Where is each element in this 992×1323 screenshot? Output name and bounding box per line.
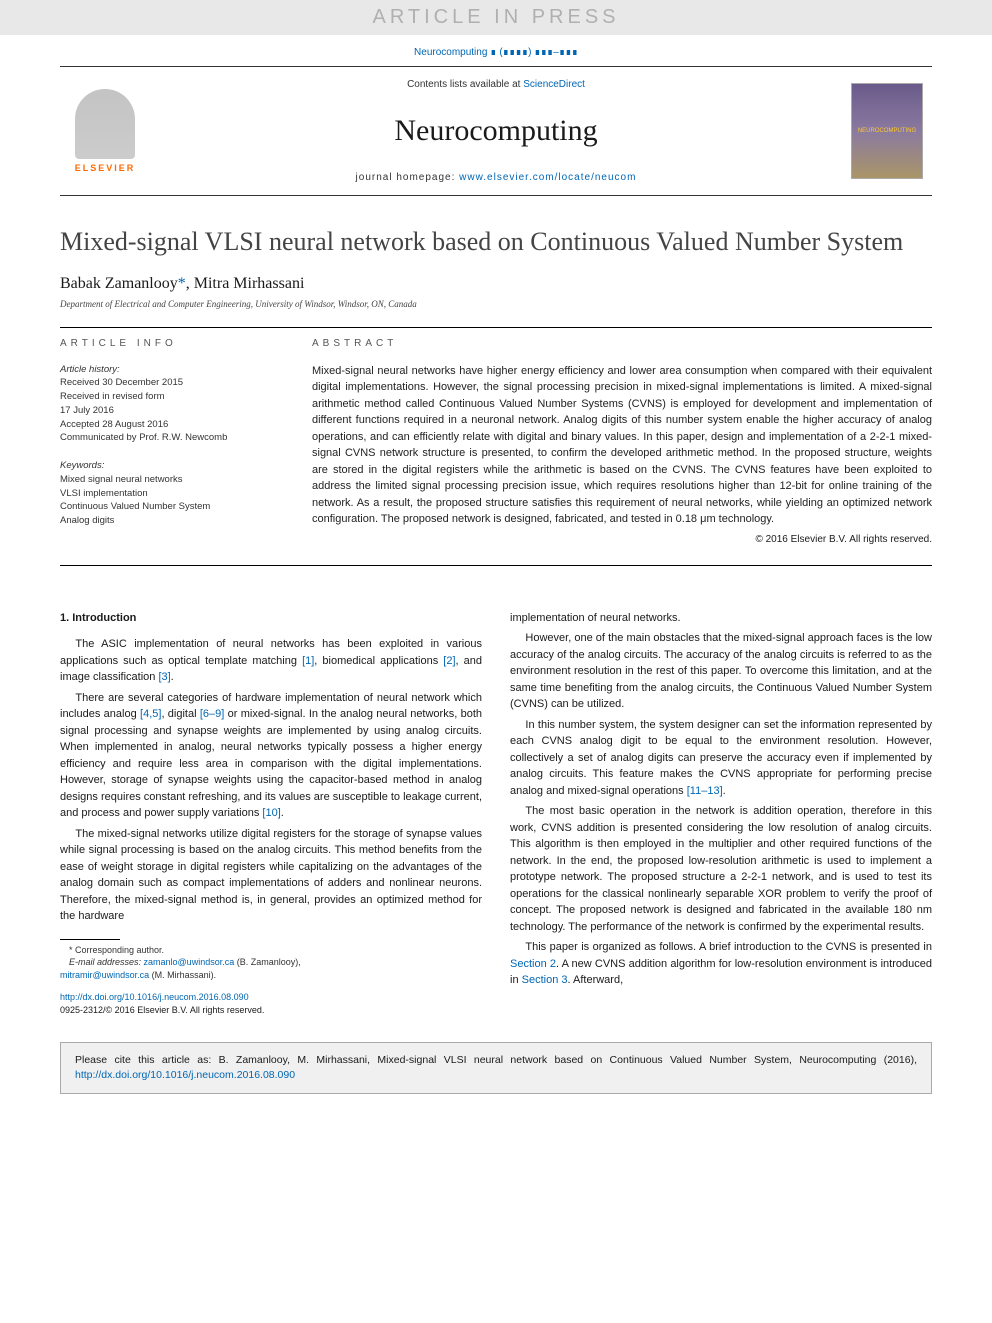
authors: Babak Zamanlooy*, Mitra Mirhassani (60, 275, 932, 293)
intro-para-1: The ASIC implementation of neural networ… (60, 636, 482, 686)
citation-doi-link[interactable]: http://dx.doi.org/10.1016/j.neucom.2016.… (75, 1069, 295, 1081)
col2-para-5: This paper is organized as follows. A br… (510, 939, 932, 989)
email-author-1[interactable]: zamanlo@uwindsor.ca (144, 957, 235, 967)
homepage-prefix: journal homepage: (356, 172, 460, 183)
intro-para-3: The mixed-signal networks utilize digita… (60, 826, 482, 925)
col2-para-2: However, one of the main obstacles that … (510, 630, 932, 713)
contents-prefix: Contents lists available at (407, 79, 523, 90)
keyword-3: Continuous Valued Number System (60, 500, 280, 514)
keywords-block: Keywords: Mixed signal neural networks V… (60, 459, 280, 528)
history-revised-2: 17 July 2016 (60, 404, 280, 418)
article-info-column: ARTICLE INFO Article history: Received 3… (60, 338, 280, 545)
section-3-link[interactable]: Section 3 (522, 974, 568, 986)
ref-1[interactable]: [1] (302, 655, 314, 667)
abstract-text: Mixed-signal neural networks have higher… (312, 363, 932, 528)
info-abstract-row: ARTICLE INFO Article history: Received 3… (60, 338, 932, 555)
t: . (171, 671, 174, 683)
history-accepted: Accepted 28 August 2016 (60, 418, 280, 432)
publisher-logo: ELSEVIER (60, 67, 150, 195)
intro-para-2: There are several categories of hardware… (60, 690, 482, 822)
corresponding-note: * Corresponding author. (60, 944, 482, 957)
article-history: Article history: Received 30 December 20… (60, 363, 280, 446)
article-front-matter: Mixed-signal VLSI neural network based o… (0, 196, 992, 592)
ref-4-5[interactable]: [4,5] (140, 708, 161, 720)
author-2: , Mitra Mirhassani (186, 275, 305, 292)
abstract-copyright: © 2016 Elsevier B.V. All rights reserved… (312, 534, 932, 545)
journal-title: Neurocomputing (158, 114, 834, 148)
ref-2[interactable]: [2] (443, 655, 455, 667)
t: . Afterward, (568, 974, 624, 986)
history-label: Article history: (60, 363, 280, 377)
email-author-2[interactable]: mitramir@uwindsor.ca (60, 970, 149, 980)
column-left: 1. Introduction The ASIC implementation … (60, 610, 482, 1017)
t: (M. Mirhassani). (149, 970, 216, 980)
issn-line: 0925-2312/© 2016 Elsevier B.V. All right… (60, 1005, 264, 1015)
publisher-brand: ELSEVIER (75, 163, 136, 173)
history-communicated: Communicated by Prof. R.W. Newcomb (60, 431, 280, 445)
ref-11-13[interactable]: [11–13] (687, 785, 723, 797)
ref-6-9[interactable]: [6–9] (200, 708, 224, 720)
keywords-label: Keywords: (60, 459, 280, 473)
emails: E-mail addresses: zamanlo@uwindsor.ca (B… (60, 956, 482, 981)
t: . (281, 807, 284, 819)
t: . (723, 785, 726, 797)
footnotes: * Corresponding author. E-mail addresses… (60, 944, 482, 982)
keyword-4: Analog digits (60, 514, 280, 528)
abstract-label: ABSTRACT (312, 338, 932, 349)
homepage-link[interactable]: www.elsevier.com/locate/neucom (459, 172, 636, 183)
t: , biomedical applications (314, 655, 443, 667)
homepage-line: journal homepage: www.elsevier.com/locat… (158, 172, 834, 183)
body-two-column: 1. Introduction The ASIC implementation … (0, 592, 992, 1027)
doi-block: http://dx.doi.org/10.1016/j.neucom.2016.… (60, 991, 482, 1016)
affiliation: Department of Electrical and Computer En… (60, 299, 932, 309)
t: or mixed-signal. In the analog neural ne… (60, 708, 482, 819)
ref-3[interactable]: [3] (158, 671, 170, 683)
keyword-2: VLSI implementation (60, 487, 280, 501)
divider-top (60, 327, 932, 328)
journal-cover: NEUROCOMPUTING (842, 67, 932, 195)
contents-line: Contents lists available at ScienceDirec… (158, 79, 834, 90)
col2-para-4: The most basic operation in the network … (510, 803, 932, 935)
col2-continuation: implementation of neural networks. (510, 610, 932, 627)
corresponding-mark: * (178, 275, 186, 292)
ref-10[interactable]: [10] (262, 807, 280, 819)
section-2-link[interactable]: Section 2 (510, 958, 556, 970)
citation-box: Please cite this article as: B. Zamanloo… (60, 1042, 932, 1093)
intro-heading: 1. Introduction (60, 610, 482, 627)
elsevier-tree-icon (75, 89, 135, 159)
t: (B. Zamanlooy), (234, 957, 301, 967)
t: , digital (161, 708, 199, 720)
history-revised-1: Received in revised form (60, 390, 280, 404)
col2-para-3: In this number system, the system design… (510, 717, 932, 800)
column-right: implementation of neural networks. Howev… (510, 610, 932, 1017)
keyword-1: Mixed signal neural networks (60, 473, 280, 487)
abstract-column: ABSTRACT Mixed-signal neural networks ha… (312, 338, 932, 545)
citation-text: Please cite this article as: B. Zamanloo… (75, 1054, 917, 1066)
article-in-press-watermark: ARTICLE IN PRESS (0, 0, 992, 35)
article-title: Mixed-signal VLSI neural network based o… (60, 226, 932, 259)
t: This paper is organized as follows. A br… (525, 941, 932, 953)
journal-header-center: Contents lists available at ScienceDirec… (150, 67, 842, 195)
header-citation: Neurocomputing ∎ (∎∎∎∎) ∎∎∎–∎∎∎ (0, 35, 992, 66)
author-1: Babak Zamanlooy (60, 275, 178, 292)
divider-bottom (60, 565, 932, 566)
article-info-label: ARTICLE INFO (60, 338, 280, 349)
history-received: Received 30 December 2015 (60, 376, 280, 390)
journal-header: ELSEVIER Contents lists available at Sci… (60, 66, 932, 196)
journal-cover-image: NEUROCOMPUTING (851, 83, 923, 179)
sciencedirect-link[interactable]: ScienceDirect (523, 79, 585, 90)
footnote-divider (60, 939, 120, 940)
email-label: E-mail addresses: (69, 957, 144, 967)
doi-link[interactable]: http://dx.doi.org/10.1016/j.neucom.2016.… (60, 992, 249, 1002)
